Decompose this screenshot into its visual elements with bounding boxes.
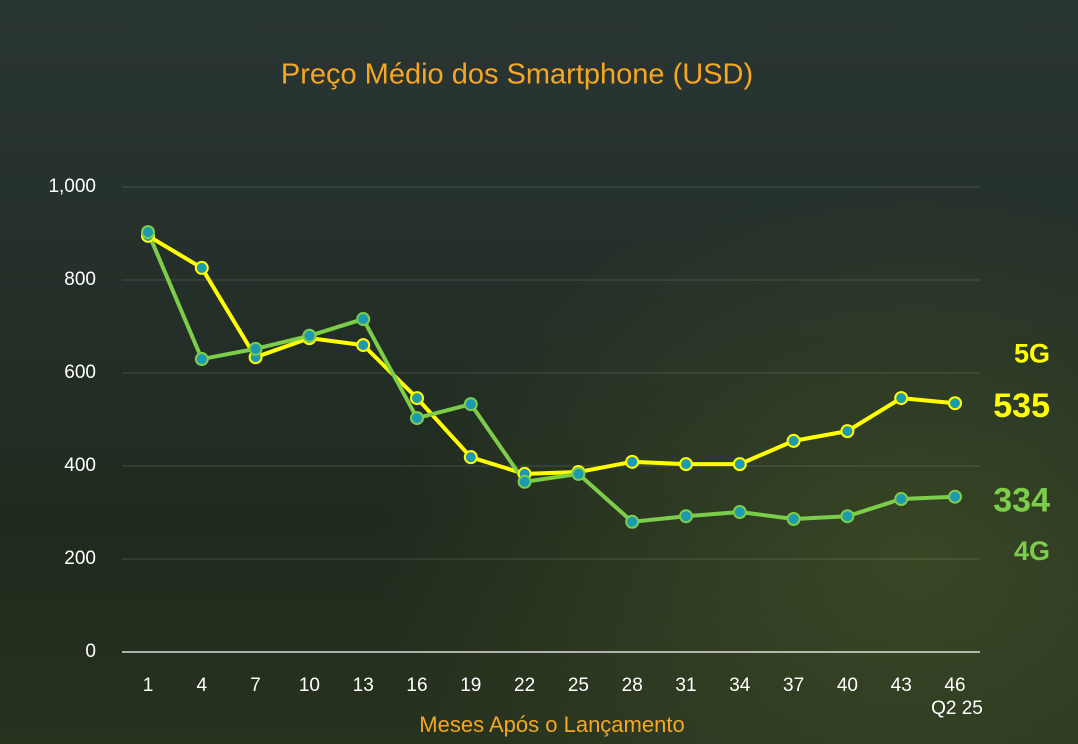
annotation: Q2 25 xyxy=(931,698,983,719)
data-point xyxy=(194,352,209,367)
data-point xyxy=(732,505,747,520)
y-tick-label: 0 xyxy=(85,641,96,662)
data-point xyxy=(463,450,478,465)
data-point xyxy=(517,474,532,489)
y-tick-label: 1,000 xyxy=(48,176,96,197)
data-point xyxy=(141,225,155,240)
data-point xyxy=(625,514,640,529)
x-tick-label: 37 xyxy=(783,675,804,696)
x-tick-label: 22 xyxy=(514,675,535,696)
series-line xyxy=(146,231,956,524)
x-tick-label: 28 xyxy=(622,675,643,696)
data-point xyxy=(840,424,855,439)
x-tick-label: 34 xyxy=(729,675,751,696)
x-tick-label: 43 xyxy=(891,675,912,696)
x-tick-label: 13 xyxy=(353,675,374,696)
data-point xyxy=(356,338,371,353)
series-line xyxy=(146,234,956,476)
x-tick-label: 19 xyxy=(460,675,481,696)
data-point xyxy=(625,454,640,469)
data-point xyxy=(410,391,424,406)
x-tick-label: 10 xyxy=(299,675,320,696)
data-point xyxy=(571,466,586,481)
end-value-label: 334 xyxy=(993,482,1050,520)
data-point xyxy=(679,509,693,524)
x-tick-label: 4 xyxy=(197,675,208,696)
end-value-label: 535 xyxy=(993,387,1050,425)
y-tick-label: 600 xyxy=(64,362,96,383)
x-tick-label: 25 xyxy=(568,675,589,696)
x-tick-label: 40 xyxy=(837,675,858,696)
data-point xyxy=(302,328,317,343)
data-point xyxy=(894,391,909,406)
y-tick-label: 800 xyxy=(64,269,96,290)
data-point xyxy=(194,260,209,275)
data-point xyxy=(840,509,855,524)
x-tick-label: 31 xyxy=(675,675,696,696)
x-tick-label: 16 xyxy=(406,675,427,696)
x-tick-label: 1 xyxy=(143,675,154,696)
x-tick-label: 46 xyxy=(944,675,965,696)
y-tick-label: 200 xyxy=(64,548,96,569)
y-tick-label: 400 xyxy=(64,455,96,476)
data-point xyxy=(679,457,693,472)
data-point xyxy=(786,433,801,448)
legend-label: 4G xyxy=(1014,536,1050,566)
data-point xyxy=(248,341,263,356)
data-point xyxy=(356,312,371,327)
data-point xyxy=(732,457,747,472)
data-point xyxy=(410,411,424,426)
data-point xyxy=(463,397,478,412)
x-axis-label: Meses Após o Lançamento xyxy=(419,712,684,737)
data-point xyxy=(948,489,962,504)
x-tick-label: 7 xyxy=(250,675,261,696)
chart-title: Preço Médio dos Smartphone (USD) xyxy=(281,59,753,91)
data-point xyxy=(948,396,962,411)
data-point xyxy=(786,512,801,527)
data-point xyxy=(894,492,909,507)
legend-label: 5G xyxy=(1014,338,1050,368)
